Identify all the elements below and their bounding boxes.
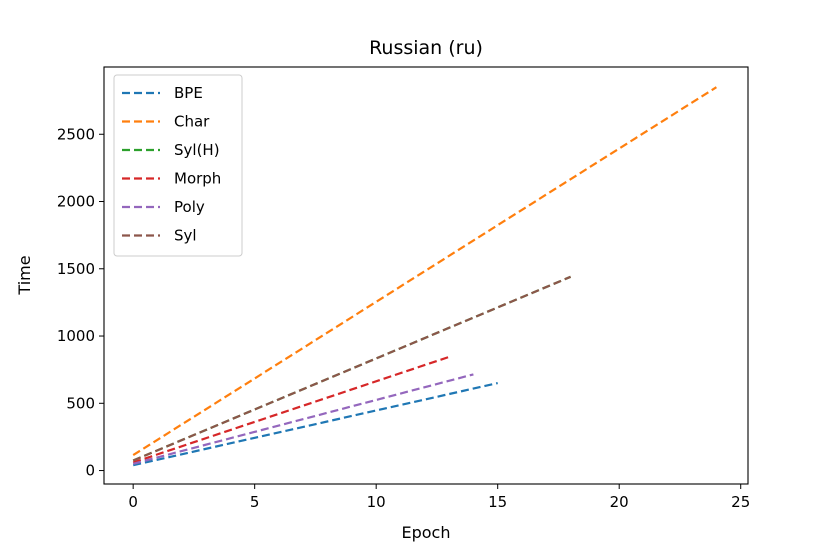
legend-label-3: Morph <box>174 170 221 188</box>
y-axis: 0 500 1000 1500 2000 2500 <box>57 125 104 480</box>
legend-box <box>113 74 243 257</box>
chart-title: Russian (ru) <box>369 37 483 59</box>
legend-label-5: Syl <box>174 227 197 245</box>
plot-frame <box>103 66 749 485</box>
series-line-4 <box>132 373 474 465</box>
legend-label-1: Char <box>174 113 210 131</box>
y-axis-label: Time <box>15 255 34 295</box>
y-tick-label-4: 2000 <box>57 193 95 211</box>
y-tick-label-1: 500 <box>66 394 95 412</box>
legend: BPE Char Syl(H) Morph Poly Syl <box>113 74 243 257</box>
x-tick-label-3: 15 <box>488 493 507 511</box>
legend-label-2: Syl(H) <box>174 141 220 159</box>
x-tick-label-0: 0 <box>128 493 138 511</box>
x-axis: 0 5 10 15 20 25 <box>128 484 750 511</box>
series-line-5 <box>132 275 572 462</box>
series-line-1 <box>132 86 717 457</box>
y-tick-label-5: 2500 <box>57 125 95 143</box>
x-tick-label-2: 10 <box>367 493 386 511</box>
series-layer <box>132 86 717 467</box>
x-tick-label-1: 5 <box>250 493 260 511</box>
legend-label-0: BPE <box>174 84 203 102</box>
y-tick-label-0: 0 <box>85 462 95 480</box>
x-tick-label-5: 25 <box>731 493 750 511</box>
series-line-0 <box>132 382 498 467</box>
x-axis-label: Epoch <box>402 523 451 542</box>
series-line-3 <box>132 355 450 464</box>
y-tick-label-2: 1000 <box>57 327 95 345</box>
x-tick-label-4: 20 <box>610 493 629 511</box>
y-tick-label-3: 1500 <box>57 260 95 278</box>
legend-label-4: Poly <box>174 198 205 216</box>
